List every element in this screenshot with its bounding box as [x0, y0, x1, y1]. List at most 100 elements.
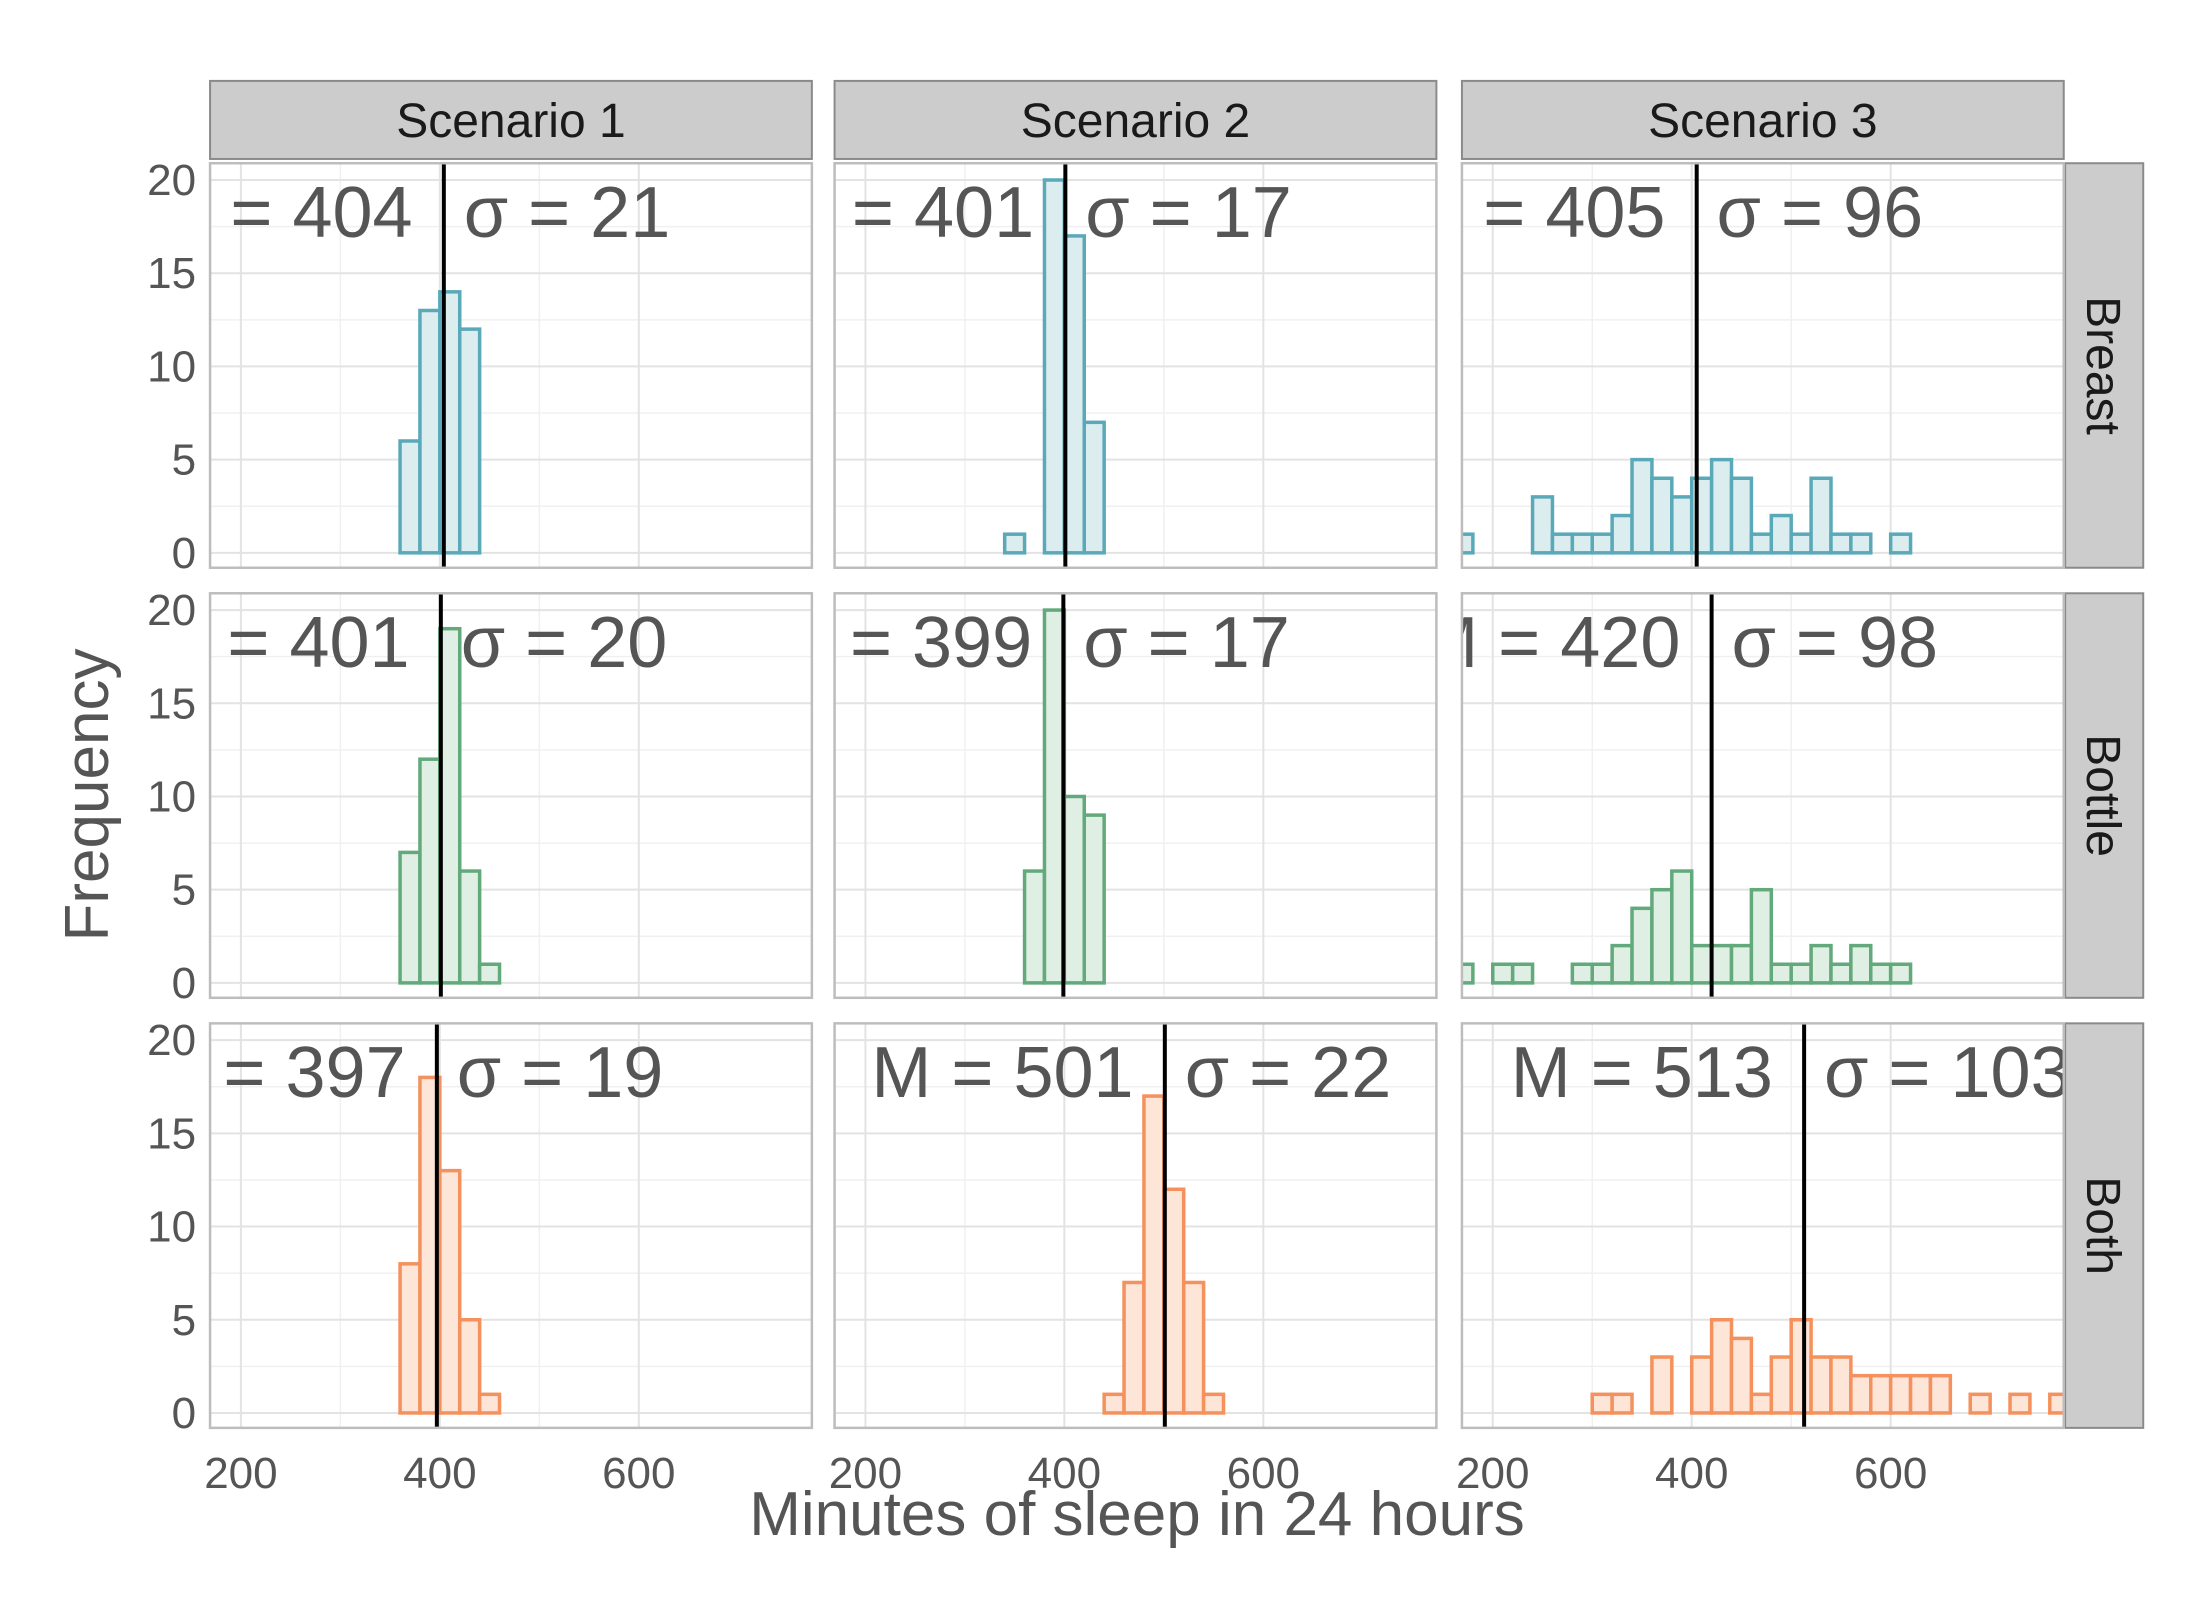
panel-border	[833, 592, 1438, 1000]
column-strip	[1460, 79, 2065, 160]
x-tick-label: 200	[204, 1449, 277, 1498]
panel-border	[1460, 592, 2065, 1000]
panel-border	[208, 1022, 814, 1430]
histogram-bar	[1888, 962, 1913, 985]
histogram-bar	[457, 1318, 482, 1415]
mean-annotation: M = 397	[143, 1033, 405, 1113]
y-tick-label: 15	[147, 1109, 196, 1158]
histogram-bar	[398, 1262, 422, 1415]
row-strip	[2064, 592, 2145, 999]
x-tick-label: 200	[829, 1449, 902, 1498]
sd-annotation: σ = 17	[1085, 173, 1292, 253]
histogram-bar	[1590, 532, 1614, 555]
sd-annotation: σ = 103	[1824, 1033, 2071, 1113]
panel-border	[208, 161, 814, 569]
histogram-bar	[398, 439, 422, 555]
row-strip-label: Bottle	[2076, 734, 2129, 857]
histogram-bar	[1491, 962, 1515, 985]
mean-annotation: M = 404	[150, 173, 412, 253]
histogram-bar	[1590, 962, 1614, 985]
histogram-bar	[1809, 1355, 1833, 1415]
histogram-bar	[1650, 476, 1674, 555]
histogram-bar	[1689, 943, 1714, 985]
histogram-bar	[1789, 962, 1813, 985]
histogram-bar	[1749, 887, 1774, 985]
y-tick-label: 5	[172, 866, 196, 915]
histogram-bar	[1670, 495, 1694, 555]
column-strip	[833, 79, 1438, 160]
histogram-bar	[1869, 1373, 1893, 1415]
x-tick-label: 200	[1456, 1449, 1529, 1498]
sd-annotation: σ = 19	[457, 1033, 664, 1113]
histogram-bar	[1928, 1373, 1953, 1415]
histogram-bar	[1530, 495, 1555, 555]
histogram-bar	[1062, 794, 1087, 985]
x-tick-label: 600	[1227, 1449, 1300, 1498]
row-strip	[2064, 162, 2145, 569]
histogram-bar	[1769, 513, 1793, 555]
histogram-bar	[1650, 1355, 1674, 1415]
y-tick-label: 20	[147, 586, 196, 635]
panel-border	[1460, 161, 2065, 569]
mean-annotation: M = 401	[147, 603, 409, 683]
histogram-bar	[2048, 1392, 2064, 1415]
row-strip-label: Both	[2076, 1176, 2129, 1275]
histogram-bar	[1888, 532, 1913, 555]
histogram-bar	[1002, 532, 1027, 555]
histogram-bar	[418, 757, 442, 985]
sd-annotation: σ = 22	[1185, 1033, 1392, 1113]
histogram-bar	[1142, 1094, 1166, 1415]
histogram-bar	[1829, 962, 1853, 985]
mean-annotation: M = 405	[1403, 173, 1665, 253]
panel-border	[1460, 1022, 2065, 1430]
histogram-bar	[1789, 1318, 1813, 1415]
histogram-bar	[1650, 887, 1674, 985]
panel: M = 399 σ = 17	[770, 593, 1437, 998]
histogram-bar	[1670, 869, 1694, 985]
histogram-bar	[1749, 1392, 1774, 1415]
x-tick-label: 600	[1854, 1449, 1927, 1498]
column-strip-label: Scenario 3	[1648, 95, 1877, 148]
x-tick-label: 400	[1028, 1449, 1101, 1498]
histogram-bar	[1709, 457, 1734, 555]
histogram-bar	[1630, 906, 1654, 985]
y-tick-label: 0	[172, 959, 196, 1008]
histogram-bar	[457, 869, 482, 985]
panel: M = 397 σ = 19	[143, 1023, 812, 1428]
y-tick-label: 20	[147, 156, 196, 205]
mean-annotation: M = 513	[1511, 1033, 1773, 1113]
panel-border	[833, 1022, 1438, 1430]
histogram-bar	[1709, 943, 1734, 985]
panel: M = 405 σ = 96	[1403, 163, 2064, 568]
row-strip	[2064, 1022, 2145, 1429]
histogram-bar	[438, 1168, 462, 1415]
histogram-bar	[1610, 513, 1634, 555]
row-strip-label: Breast	[2076, 296, 2129, 435]
mean-annotation: M = 420	[1418, 603, 1680, 683]
y-tick-label: 0	[172, 1389, 196, 1438]
histogram-bar	[1610, 943, 1634, 985]
y-tick-label: 10	[147, 772, 196, 821]
histogram-bar	[1201, 1392, 1226, 1415]
histogram-bar	[1769, 962, 1793, 985]
histogram-bar	[1729, 943, 1754, 985]
histogram-bar	[1570, 962, 1594, 985]
panel-border	[833, 161, 1438, 569]
x-tick-label: 400	[403, 1449, 476, 1498]
y-axis-title: Frequency	[53, 649, 122, 942]
histogram-bar	[1510, 962, 1535, 985]
y-tick-label: 15	[147, 679, 196, 728]
mean-annotation: M = 501	[871, 1033, 1133, 1113]
panel: M = 420 σ = 98	[1418, 593, 2064, 998]
y-tick-label: 15	[147, 249, 196, 298]
panel: M = 401 σ = 20	[147, 593, 812, 998]
column-strip-label: Scenario 2	[1021, 95, 1250, 148]
column-strip	[209, 79, 813, 160]
histogram-bar	[1570, 532, 1594, 555]
y-tick-label: 20	[147, 1016, 196, 1065]
histogram-bar	[1888, 1373, 1913, 1415]
mean-annotation: M = 399	[770, 603, 1032, 683]
y-tick-label: 5	[172, 436, 196, 485]
histogram-bar	[477, 962, 502, 985]
